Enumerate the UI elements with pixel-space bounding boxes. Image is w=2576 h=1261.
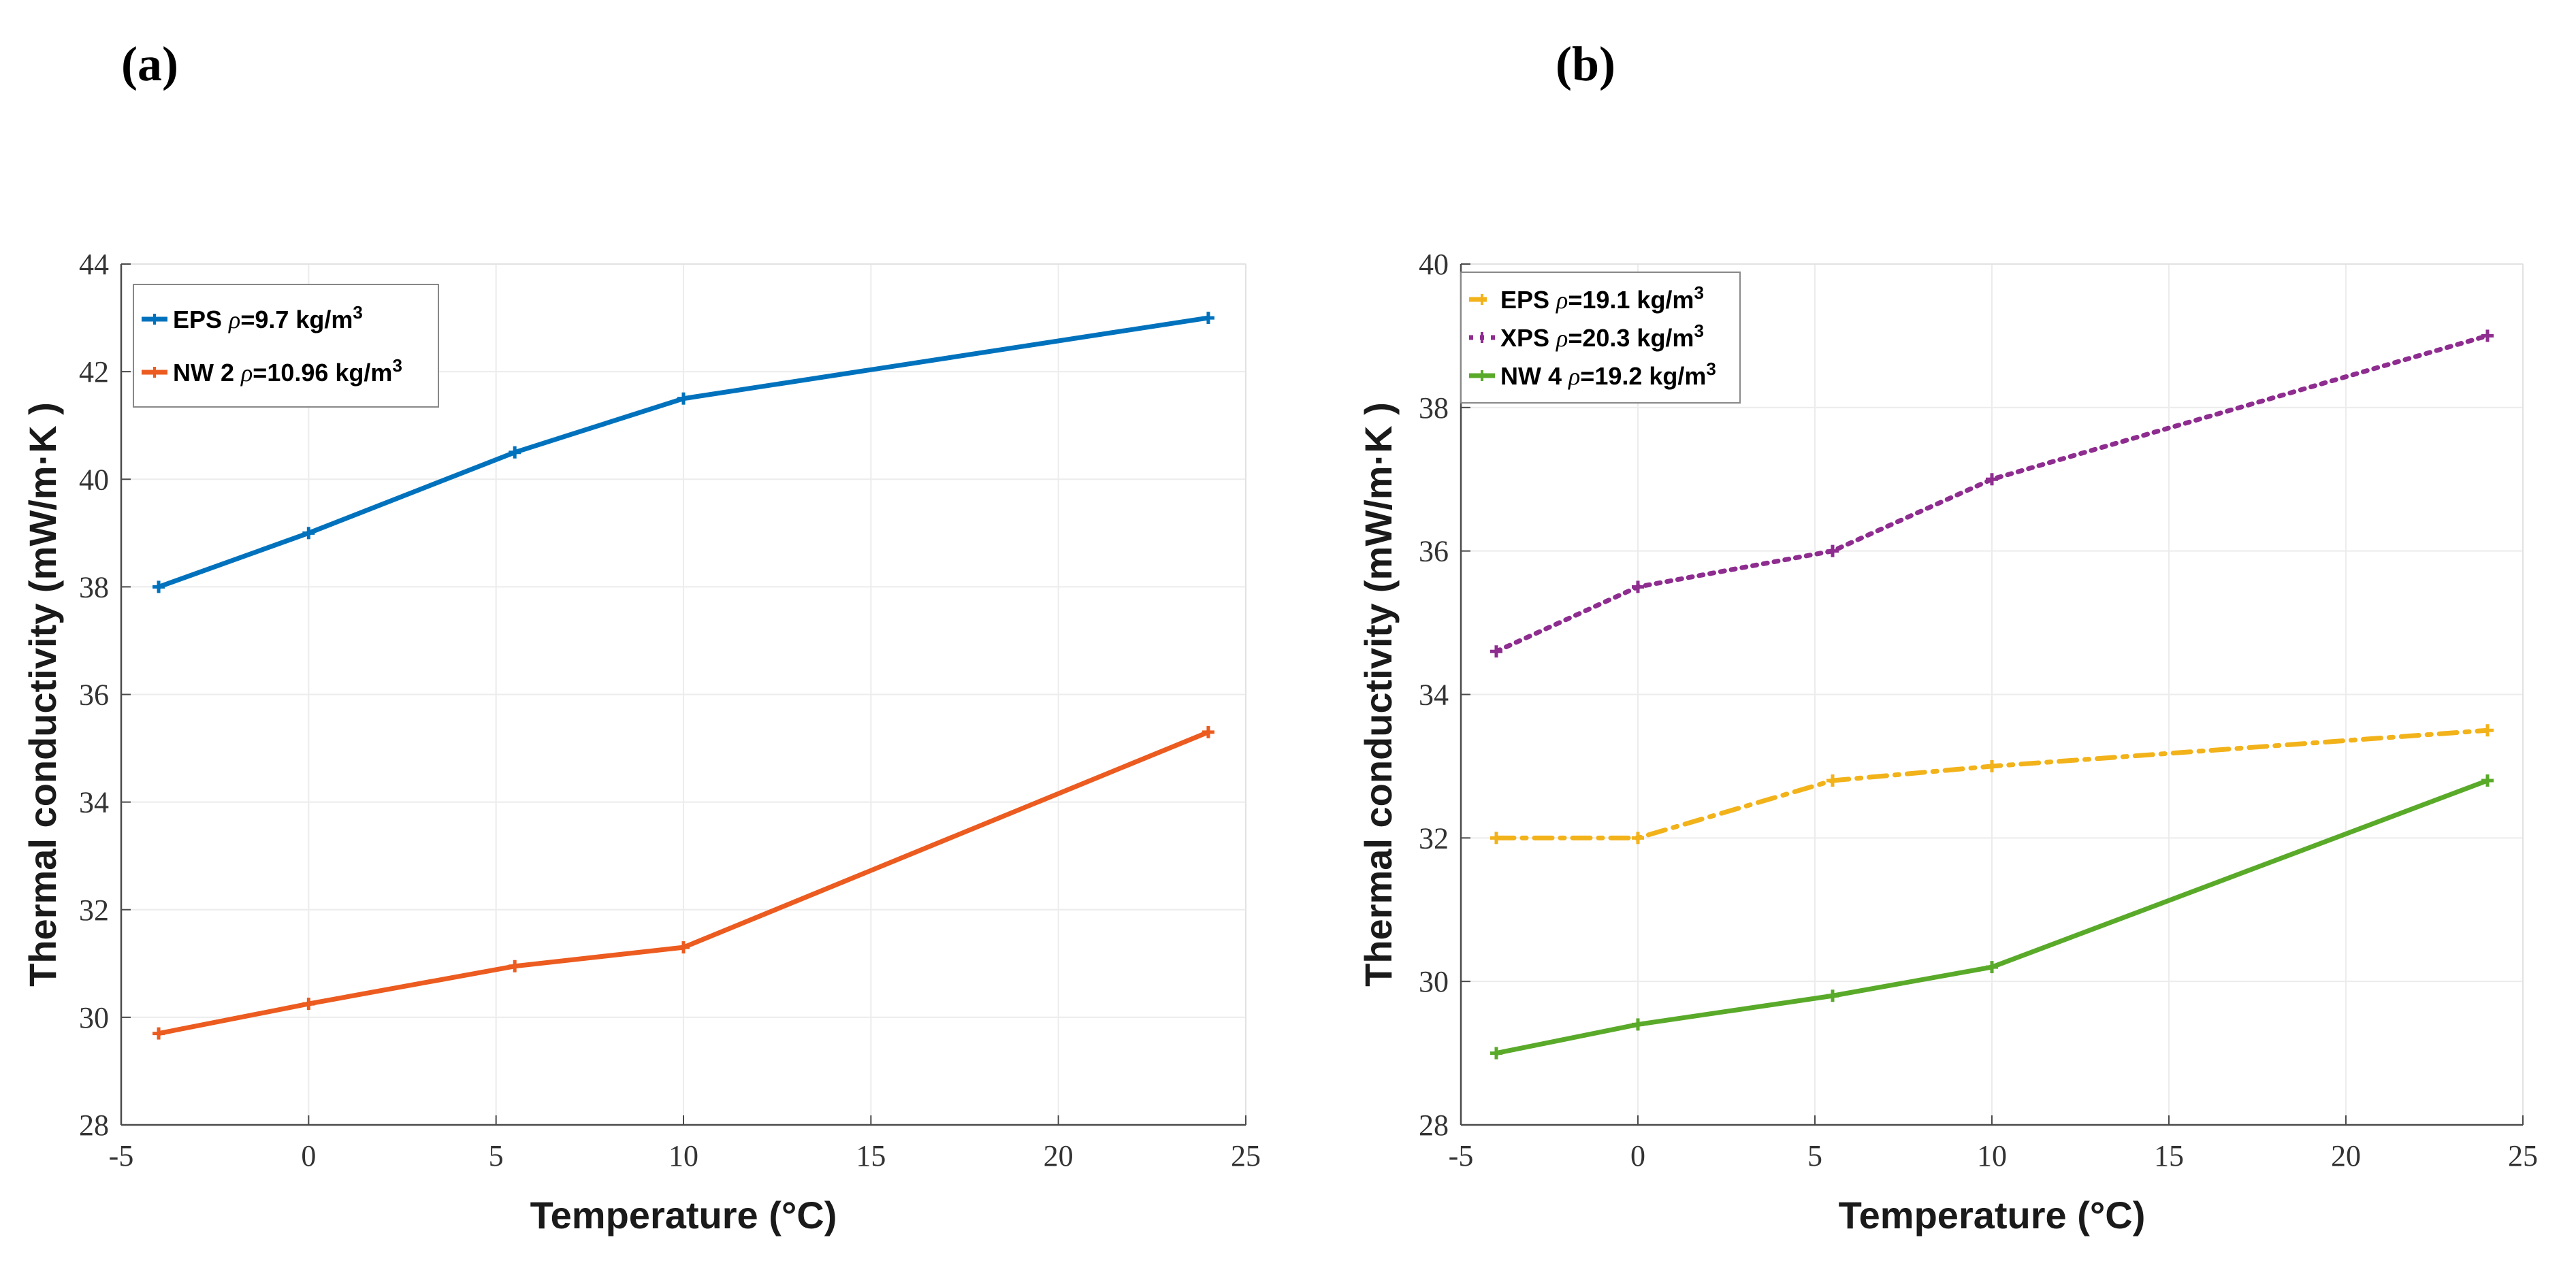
data-point [677, 392, 690, 405]
series-nw-4 [1490, 774, 2494, 1060]
data-point [1202, 312, 1214, 325]
legend-rho-symbol: ρ [1556, 286, 1568, 314]
x-axis-title: Temperature (°C) [1839, 1194, 2146, 1237]
x-tick-label: -5 [109, 1139, 134, 1173]
data-point [2481, 724, 2494, 737]
legend-entry: EPS ρ=19.1 kg/m3 [1500, 282, 1704, 314]
data-point [1826, 774, 1839, 787]
legend-entry: EPS ρ=9.7 kg/m3 [173, 302, 363, 333]
data-point [1490, 645, 1502, 658]
y-tick-label: 28 [1419, 1109, 1449, 1142]
y-axis-title: Thermal conductivity (mW/m·K ) [21, 402, 64, 987]
legend-entry: NW 2 ρ=10.96 kg/m3 [173, 355, 402, 387]
y-tick-label: 44 [79, 248, 109, 281]
data-point [1826, 989, 1839, 1002]
y-axis-title: Thermal conductivity (mW/m·K ) [1357, 402, 1400, 987]
y-tick-label: 32 [1419, 821, 1449, 855]
series-nw-2 [152, 725, 1214, 1040]
legend-box [1460, 272, 1741, 404]
data-point [1986, 473, 1998, 486]
data-point [1986, 759, 1998, 772]
legend-rho-symbol: ρ [1556, 325, 1568, 352]
legend-series-name: NW 4 [1500, 362, 1568, 390]
legend-series-name: EPS [173, 306, 229, 333]
data-point [1202, 725, 1214, 738]
legend-entry: NW 4 ρ=19.2 kg/m3 [1500, 359, 1716, 390]
data-point [1632, 580, 1644, 593]
legend-rho-symbol: ρ [240, 359, 253, 387]
panel-label: (a) [121, 37, 178, 91]
data-point [1632, 1018, 1644, 1031]
data-point [509, 446, 521, 459]
y-tick-label: 30 [79, 1001, 109, 1034]
x-tick-label: 20 [2331, 1139, 2361, 1173]
data-point [2481, 329, 2494, 342]
x-tick-label: -5 [1449, 1139, 1474, 1173]
data-point [509, 960, 521, 972]
data-point [152, 580, 165, 593]
legend-density: =9.7 kg/m [240, 306, 353, 333]
legend-unit-superscript: 3 [353, 302, 362, 323]
legend-rho-symbol: ρ [1568, 363, 1580, 390]
legend-unit-superscript: 3 [1694, 321, 1703, 341]
y-tick-label: 40 [1419, 248, 1449, 281]
series-eps [152, 312, 1214, 593]
x-tick-label: 25 [1231, 1139, 1261, 1173]
legend-rho-symbol: ρ [228, 306, 240, 333]
x-tick-label: 0 [1630, 1139, 1645, 1173]
legend-unit-superscript: 3 [392, 355, 402, 376]
data-point [1632, 832, 1644, 845]
y-tick-label: 34 [1419, 678, 1449, 712]
x-tick-label: 5 [1807, 1139, 1822, 1173]
legend-entry: XPS ρ=20.3 kg/m3 [1500, 321, 1704, 352]
y-tick-label: 34 [79, 786, 109, 819]
legend-unit-superscript: 3 [1706, 359, 1716, 379]
x-axis-title: Temperature (°C) [530, 1194, 837, 1237]
series-eps [1490, 724, 2494, 845]
data-point [302, 998, 315, 1011]
y-tick-label: 36 [79, 678, 109, 712]
x-tick-label: 15 [2154, 1139, 2184, 1173]
series-xps [1490, 329, 2494, 658]
data-point [302, 527, 315, 540]
legend-series-name: EPS [1500, 286, 1556, 314]
x-tick-label: 0 [301, 1139, 316, 1173]
legend-density: =20.3 kg/m [1568, 324, 1694, 352]
data-point [1826, 544, 1839, 557]
legend-unit-superscript: 3 [1694, 282, 1703, 303]
y-tick-label: 42 [79, 355, 109, 389]
legend-density: =19.1 kg/m [1568, 286, 1694, 314]
legend-series-name: NW 2 [173, 359, 241, 387]
chart-panel-b: (b) -5 0 5 10 15 20 25 28 30 32 34 36 38 40 Temperature… [1357, 37, 2538, 1237]
legend-box [133, 284, 439, 408]
data-point [1986, 961, 1998, 974]
x-tick-label: 15 [856, 1139, 886, 1173]
x-tick-label: 20 [1044, 1139, 1074, 1173]
data-point [152, 1027, 165, 1040]
data-point [677, 941, 690, 954]
legend-density: =10.96 kg/m [253, 359, 392, 387]
panel-label: (b) [1556, 37, 1615, 91]
data-point [1490, 832, 1502, 845]
legend-series-name: XPS [1500, 324, 1556, 352]
x-tick-label: 10 [1977, 1139, 2007, 1173]
x-tick-label: 25 [2508, 1139, 2538, 1173]
x-tick-label: 5 [489, 1139, 504, 1173]
y-tick-label: 40 [79, 463, 109, 496]
y-tick-label: 28 [79, 1109, 109, 1142]
chart-panel-a: (a) -5 0 5 10 15 20 25 28 30 32 34 36 38 40 42 44 Tempera… [21, 37, 1261, 1237]
y-tick-label: 36 [1419, 535, 1449, 568]
data-point [2481, 774, 2494, 787]
x-tick-label: 10 [669, 1139, 698, 1173]
legend-density: =19.2 kg/m [1580, 362, 1706, 390]
y-tick-label: 32 [79, 894, 109, 927]
y-tick-label: 38 [1419, 391, 1449, 425]
data-point [1490, 1047, 1502, 1060]
y-tick-label: 38 [79, 570, 109, 604]
y-tick-label: 30 [1419, 965, 1449, 998]
